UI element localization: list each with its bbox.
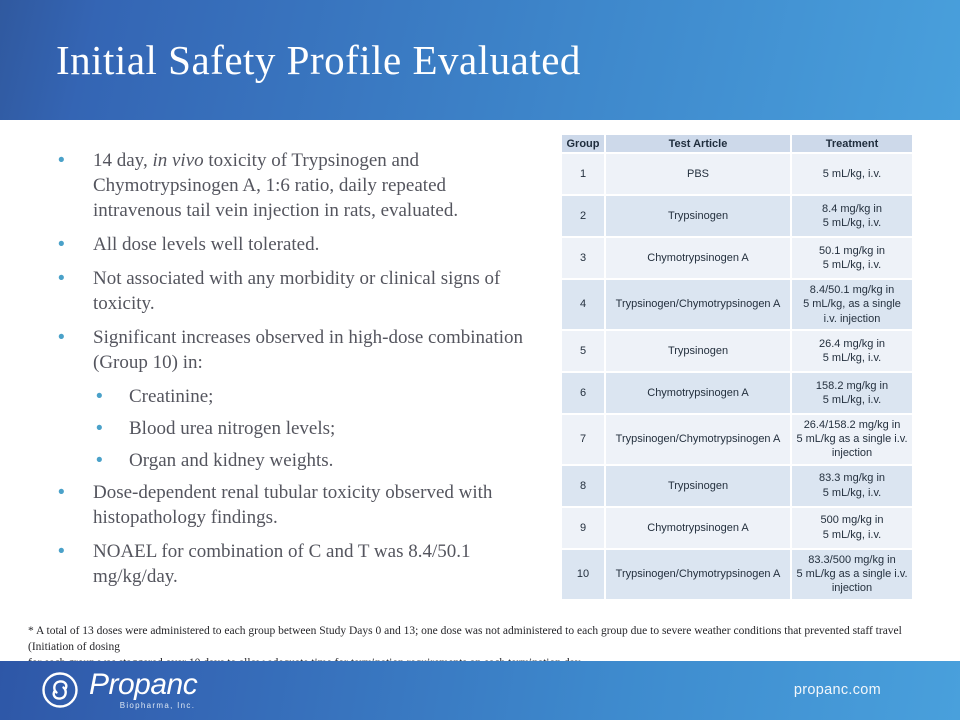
cell-group: 5 <box>562 330 604 371</box>
cell-group: 2 <box>562 196 604 236</box>
bullet-text: Not associated with any morbidity or cli… <box>93 268 501 314</box>
dose-table-container: Group Test Article Treatment 1 PBS 5 mL/… <box>560 133 912 601</box>
footnote-line-1: * A total of 13 doses were administered … <box>28 625 902 653</box>
cell-article: Chymotrypsinogen A <box>606 238 790 278</box>
website-text: propanc.com <box>793 682 881 698</box>
bullet-item: Significant increases observed in high-d… <box>56 325 536 375</box>
logo-wordmark: Propanc <box>89 668 198 701</box>
bullet-list: 14 day, in vivo toxicity of Trypsinogen … <box>56 148 536 598</box>
cell-treatment: 26.4 mg/kg in 5 mL/kg, i.v. <box>792 330 912 371</box>
bullet-text: NOAEL for combination of C and T was 8.4… <box>93 541 471 587</box>
bullet-text: Blood urea nitrogen levels; <box>129 418 336 439</box>
bullet-text: Dose-dependent renal tubular toxicity ob… <box>93 482 493 528</box>
bullet-item: Not associated with any morbidity or cli… <box>56 266 536 316</box>
column-header-test-article: Test Article <box>606 135 790 152</box>
cell-treatment: 8.4/50.1 mg/kg in 5 mL/kg, as a single i… <box>792 280 912 329</box>
sub-bullet-item: Creatinine; <box>93 384 536 409</box>
dose-table: Group Test Article Treatment 1 PBS 5 mL/… <box>560 133 914 601</box>
cell-treatment: 83.3 mg/kg in 5 mL/kg, i.v. <box>792 465 912 506</box>
bullet-text: Organ and kidney weights. <box>129 450 334 471</box>
logo-wordmark-group: Propanc Biopharma, Inc. <box>89 668 198 711</box>
cell-article: Chymotrypsinogen A <box>606 507 790 548</box>
table-row: 10 Trypsinogen/Chymotrypsinogen A 83.3/5… <box>562 549 912 599</box>
bullet-text: 14 day, <box>93 150 153 171</box>
cell-treatment: 158.2 mg/kg in 5 mL/kg, i.v. <box>792 372 912 413</box>
cell-group: 7 <box>562 414 604 464</box>
cell-article: Trypsinogen <box>606 330 790 371</box>
table-row: 2 Trypsinogen 8.4 mg/kg in 5 mL/kg, i.v. <box>562 196 912 236</box>
table-row: 1 PBS 5 mL/kg, i.v. <box>562 154 912 194</box>
cell-group: 4 <box>562 280 604 329</box>
cell-treatment: 500 mg/kg in 5 mL/kg, i.v. <box>792 507 912 548</box>
sub-bullet-item: Organ and kidney weights. <box>93 448 536 473</box>
cell-article: Trypsinogen/Chymotrypsinogen A <box>606 280 790 329</box>
cell-treatment: 50.1 mg/kg in 5 mL/kg, i.v. <box>792 238 912 278</box>
cell-group: 9 <box>562 507 604 548</box>
cell-group: 10 <box>562 549 604 599</box>
sub-bullet-item: Blood urea nitrogen levels; <box>93 416 536 441</box>
bullet-item: NOAEL for combination of C and T was 8.4… <box>56 539 536 589</box>
bullet-text: Significant increases observed in high-d… <box>93 327 524 373</box>
table-row: 8 Trypsinogen 83.3 mg/kg in 5 mL/kg, i.v… <box>562 465 912 506</box>
slide-header-band: Initial Safety Profile Evaluated <box>0 0 960 120</box>
dose-table-header: Group Test Article Treatment <box>562 135 912 152</box>
bullet-text: All dose levels well tolerated. <box>93 234 320 255</box>
column-header-treatment: Treatment <box>792 135 912 152</box>
table-row: 3 Chymotrypsinogen A 50.1 mg/kg in 5 mL/… <box>562 238 912 278</box>
bullet-item: Dose-dependent renal tubular toxicity ob… <box>56 480 536 530</box>
cell-article: Chymotrypsinogen A <box>606 372 790 413</box>
table-row: 9 Chymotrypsinogen A 500 mg/kg in 5 mL/k… <box>562 507 912 548</box>
cell-article: Trypsinogen/Chymotrypsinogen A <box>606 414 790 464</box>
table-row: 4 Trypsinogen/Chymotrypsinogen A 8.4/50.… <box>562 280 912 329</box>
cell-article: Trypsinogen/Chymotrypsinogen A <box>606 549 790 599</box>
cell-treatment: 5 mL/kg, i.v. <box>792 154 912 194</box>
bullet-text-italic: in vivo <box>152 150 204 171</box>
bullet-text: toxicity of Trypsinogen and Chymotrypsin… <box>93 150 459 221</box>
cell-treatment: 83.3/500 mg/kg in 5 mL/kg as a single i.… <box>792 549 912 599</box>
bullet-item: 14 day, in vivo toxicity of Trypsinogen … <box>56 148 536 223</box>
footer-bar: Propanc Biopharma, Inc. propanc.com <box>0 661 960 720</box>
logo-subtext: Biopharma, Inc. <box>119 701 196 710</box>
cell-group: 3 <box>562 238 604 278</box>
cell-article: Trypsinogen <box>606 196 790 236</box>
cell-group: 6 <box>562 372 604 413</box>
cell-group: 8 <box>562 465 604 506</box>
cell-article: PBS <box>606 154 790 194</box>
table-row: 7 Trypsinogen/Chymotrypsinogen A 26.4/15… <box>562 414 912 464</box>
column-header-group: Group <box>562 135 604 152</box>
table-row: 6 Chymotrypsinogen A 158.2 mg/kg in 5 mL… <box>562 372 912 413</box>
safety-table-body: 1 PBS 5 mL/kg, i.v. 2 Trypsinogen 8.4 mg… <box>562 154 912 599</box>
cell-treatment: 8.4 mg/kg in 5 mL/kg, i.v. <box>792 196 912 236</box>
page-title: Initial Safety Profile Evaluated <box>56 37 581 83</box>
cell-article: Trypsinogen <box>606 465 790 506</box>
bullet-text: Creatinine; <box>129 386 214 407</box>
cell-group: 1 <box>562 154 604 194</box>
table-row: 5 Trypsinogen 26.4 mg/kg in 5 mL/kg, i.v… <box>562 330 912 371</box>
cell-treatment: 26.4/158.2 mg/kg in 5 mL/kg as a single … <box>792 414 912 464</box>
propanc-logo: Propanc Biopharma, Inc. <box>40 668 198 711</box>
propanc-logo-icon <box>42 672 78 708</box>
bullet-item: All dose levels well tolerated. <box>56 232 536 257</box>
